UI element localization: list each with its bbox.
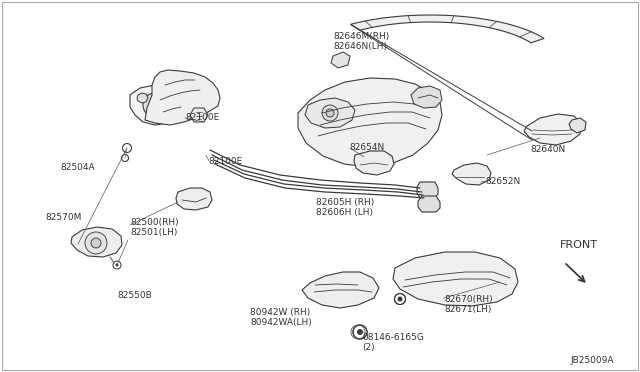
Text: 82504A: 82504A bbox=[60, 164, 95, 173]
Circle shape bbox=[397, 296, 403, 301]
Circle shape bbox=[326, 109, 334, 117]
Polygon shape bbox=[331, 52, 350, 68]
Text: 82550B: 82550B bbox=[117, 291, 152, 299]
Text: 82100E: 82100E bbox=[208, 157, 243, 166]
Text: 82570M: 82570M bbox=[45, 214, 81, 222]
Text: 82646M(RH)
82646N(LH): 82646M(RH) 82646N(LH) bbox=[333, 32, 389, 51]
Text: 82670(RH)
82671(LH): 82670(RH) 82671(LH) bbox=[444, 295, 493, 314]
Polygon shape bbox=[145, 70, 220, 125]
Text: JB25009A: JB25009A bbox=[570, 356, 614, 365]
Circle shape bbox=[143, 93, 167, 117]
Polygon shape bbox=[305, 98, 355, 128]
Polygon shape bbox=[524, 114, 582, 145]
Polygon shape bbox=[137, 93, 148, 103]
Polygon shape bbox=[176, 188, 212, 210]
Circle shape bbox=[122, 144, 131, 153]
Circle shape bbox=[357, 329, 363, 335]
Text: 80942W (RH)
80942WA(LH): 80942W (RH) 80942WA(LH) bbox=[250, 308, 312, 327]
Circle shape bbox=[85, 232, 107, 254]
Polygon shape bbox=[302, 272, 379, 308]
Polygon shape bbox=[354, 151, 394, 175]
Polygon shape bbox=[298, 78, 442, 167]
Text: 08146-6165G
(2): 08146-6165G (2) bbox=[362, 333, 424, 352]
Circle shape bbox=[353, 325, 367, 339]
Circle shape bbox=[394, 294, 406, 305]
Polygon shape bbox=[569, 118, 586, 133]
Circle shape bbox=[322, 105, 338, 121]
Text: 82654N: 82654N bbox=[349, 144, 384, 153]
Polygon shape bbox=[417, 182, 438, 198]
Polygon shape bbox=[452, 163, 491, 185]
Circle shape bbox=[115, 263, 118, 266]
Text: 82100E: 82100E bbox=[185, 113, 220, 122]
Polygon shape bbox=[190, 108, 208, 122]
Circle shape bbox=[91, 238, 101, 248]
Text: 82605H (RH)
82606H (LH): 82605H (RH) 82606H (LH) bbox=[316, 198, 374, 217]
Polygon shape bbox=[393, 252, 518, 306]
Polygon shape bbox=[71, 227, 122, 257]
Text: 82640N: 82640N bbox=[530, 145, 565, 154]
Polygon shape bbox=[418, 196, 440, 212]
Polygon shape bbox=[411, 86, 442, 108]
Polygon shape bbox=[351, 15, 544, 43]
Polygon shape bbox=[130, 85, 184, 125]
Text: 82500(RH)
82501(LH): 82500(RH) 82501(LH) bbox=[130, 218, 179, 237]
Text: 82652N: 82652N bbox=[485, 176, 520, 186]
Circle shape bbox=[149, 99, 161, 111]
Text: FRONT: FRONT bbox=[560, 240, 598, 250]
